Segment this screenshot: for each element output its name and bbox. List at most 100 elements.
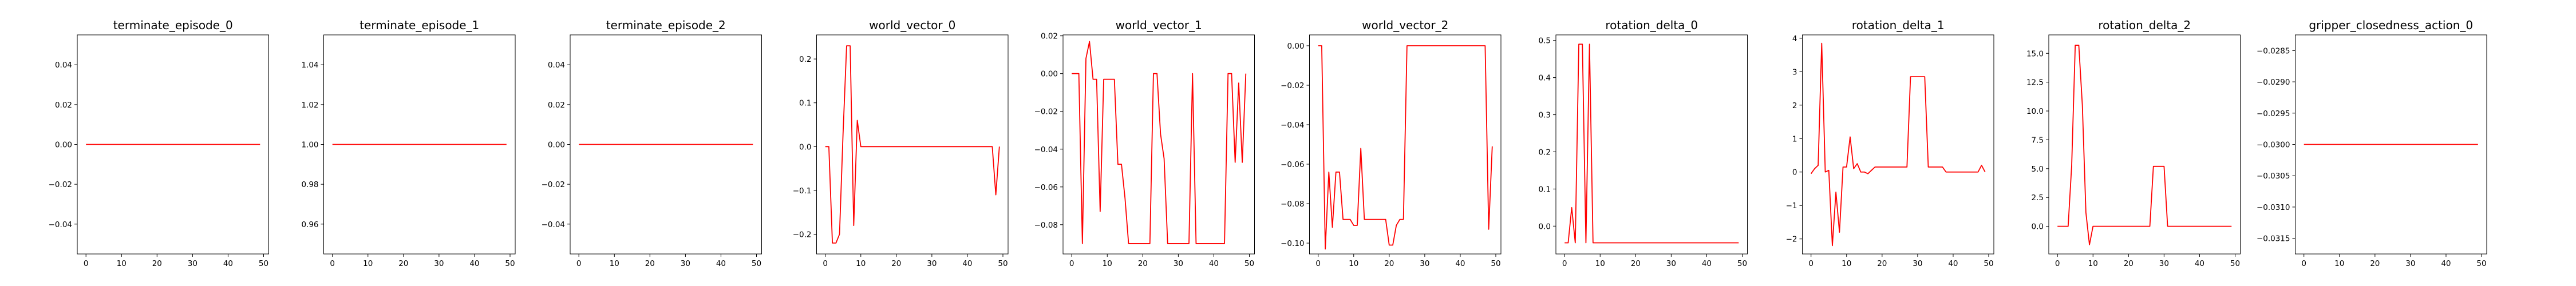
y-tick-label: 1.02 (301, 101, 318, 110)
subplot-title: rotation_delta_1 (1852, 18, 1945, 32)
y-tick-label: −0.04 (1034, 145, 1058, 154)
y-tick-label: 0.0 (1539, 222, 1551, 231)
x-tick-label: 0 (2055, 259, 2060, 268)
x-tick-label: 40 (716, 259, 726, 268)
x-tick-label: 0 (2301, 259, 2306, 268)
y-tick-label: 4 (1792, 34, 1797, 43)
x-tick-label: 30 (927, 259, 937, 268)
x-tick-label: 50 (1244, 259, 1254, 268)
y-tick-label: 0.00 (1287, 42, 1304, 51)
x-tick-label: 0 (84, 259, 89, 268)
subplot-world_vector_1: world_vector_1 0 10 20 30 40 50 −0.08 −0.06 −0.04… (1034, 18, 1255, 268)
x-tick-label: 30 (1174, 259, 1183, 268)
y-tick-label: 0.0 (2032, 223, 2044, 232)
y-tick-label: −0.02 (542, 180, 565, 189)
y-tick-label: 0.00 (548, 141, 565, 150)
subplot-title: rotation_delta_2 (2098, 18, 2191, 32)
y-tick-label: 0 (1792, 168, 1797, 177)
y-tick-label: −1 (1786, 201, 1797, 210)
series-line (1564, 43, 1739, 244)
y-tick-label: 3 (1792, 67, 1797, 77)
y-tick-label: 0.2 (1539, 148, 1551, 157)
y-tick-label: −0.02 (1034, 108, 1058, 117)
y-tick-label: −0.06 (1034, 183, 1058, 192)
y-tick-label: 0.2 (799, 55, 811, 64)
y-tick-label: 0.04 (548, 61, 565, 70)
x-tick-label: 30 (188, 259, 197, 268)
x-tick-label: 20 (1631, 259, 1641, 268)
x-tick-label: 0 (1315, 259, 1321, 268)
y-tick-label: 0.1 (1539, 185, 1551, 194)
x-tick-label: 30 (1420, 259, 1429, 268)
x-tick-label: 50 (1491, 259, 1500, 268)
y-tick-label: −0.0295 (2257, 109, 2290, 118)
y-tick-label: 0.04 (55, 61, 72, 70)
y-tick-label: −0.0305 (2257, 172, 2290, 181)
x-tick-label: 10 (1103, 259, 1112, 268)
x-tick-label: 50 (752, 259, 761, 268)
y-tick-label: −0.0285 (2257, 46, 2290, 55)
x-tick-label: 20 (2124, 259, 2134, 268)
y-tick-label: −0.2 (793, 231, 812, 240)
x-tick-label: 30 (1666, 259, 1676, 268)
x-tick-label: 0 (330, 259, 335, 268)
x-tick-label: 40 (1948, 259, 1958, 268)
x-tick-label: 0 (1069, 259, 1074, 268)
subplot-gripper_closedness_action_0: gripper_closedness_action_0 0 10 20 30 40 50 −0… (2257, 18, 2487, 268)
y-tick-label: −0.1 (793, 186, 812, 196)
subplot-title: gripper_closedness_action_0 (2309, 18, 2473, 32)
y-tick-label: −0.08 (1281, 200, 1304, 209)
subplot-world_vector_0: world_vector_0 0 10 20 30 40 50 −0.2 −0.1 0.0 0.1 0… (793, 18, 1009, 268)
y-tick-label: 12.5 (2026, 78, 2044, 88)
x-tick-label: 30 (2405, 259, 2415, 268)
x-tick-label: 50 (998, 259, 1008, 268)
x-tick-label: 40 (223, 259, 233, 268)
series-line (1810, 42, 1986, 247)
x-tick-label: 0 (576, 259, 582, 268)
y-tick-label: 2.5 (2032, 193, 2044, 202)
x-tick-label: 20 (1138, 259, 1148, 268)
y-tick-label: 0.1 (799, 99, 811, 108)
subplot-terminate_episode_0: terminate_episode_0 0 10 20 30 40 50 −0.04 −0.02… (49, 18, 269, 268)
y-tick-label: 7.5 (2032, 136, 2044, 145)
subplot-terminate_episode_2: terminate_episode_2 0 10 20 30 40 50 −0.04 −0.02… (542, 18, 762, 268)
series-line (2057, 45, 2232, 245)
axes-frame (1309, 34, 1502, 255)
subplot-title: terminate_episode_0 (113, 18, 233, 32)
y-tick-label: −0.04 (1281, 121, 1304, 130)
y-tick-label: 1.04 (301, 61, 318, 70)
y-tick-label: 0.02 (548, 101, 565, 110)
y-tick-label: 0.02 (1041, 32, 1058, 41)
x-tick-label: 30 (2159, 259, 2169, 268)
x-tick-label: 10 (856, 259, 866, 268)
axes-frame (816, 34, 1009, 255)
y-tick-label: −2 (1786, 235, 1797, 244)
series-line (825, 45, 1000, 244)
y-tick-label: 0.0 (799, 142, 811, 152)
x-tick-label: 40 (1209, 259, 1219, 268)
x-tick-label: 0 (1562, 259, 1567, 268)
subplot-title: terminate_episode_1 (359, 18, 479, 32)
x-tick-label: 20 (1877, 259, 1887, 268)
series-line (1318, 45, 1493, 250)
y-tick-label: −0.10 (1281, 239, 1304, 248)
x-tick-label: 20 (152, 259, 162, 268)
y-tick-label: 1 (1792, 134, 1797, 144)
y-tick-label: 0.98 (301, 180, 318, 189)
y-tick-label: −0.04 (49, 220, 72, 229)
y-tick-label: −0.02 (49, 180, 72, 189)
axes-frame (1555, 34, 1748, 255)
subplot-rotation_delta_1: rotation_delta_1 0 10 20 30 40 50 −2 −1 0 1 2 3 4 (1786, 18, 1994, 268)
y-tick-label: −0.08 (1034, 221, 1058, 230)
series-line (1072, 41, 1247, 244)
y-tick-label: 0.5 (1539, 37, 1551, 46)
subplot-rotation_delta_0: rotation_delta_0 0 10 20 30 40 50 0.0 0.1 0.2 0.3 0… (1539, 18, 1748, 268)
y-tick-label: −0.0300 (2257, 141, 2290, 150)
axes-frame (1802, 34, 1994, 255)
y-tick-label: 15.0 (2026, 49, 2044, 58)
x-tick-label: 50 (259, 259, 268, 268)
x-tick-label: 30 (1913, 259, 1922, 268)
y-tick-label: −0.0290 (2257, 78, 2290, 87)
x-tick-label: 10 (1349, 259, 1358, 268)
